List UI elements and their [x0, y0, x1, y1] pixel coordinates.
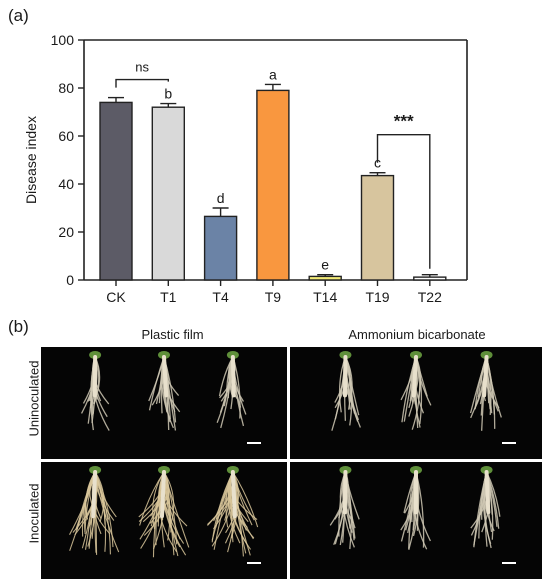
y-tick-label: 100: [51, 32, 75, 48]
taproot: [484, 470, 491, 515]
bar-t9: [256, 89, 290, 281]
panel-b-label: (b): [8, 317, 29, 336]
x-tick-label: T4: [212, 289, 229, 305]
taproot: [159, 470, 166, 519]
significance-bracket: [115, 78, 169, 88]
significance-letter: a: [269, 66, 277, 82]
taproot: [91, 470, 98, 519]
stem-leaf: [89, 351, 102, 359]
taproot: [162, 355, 169, 398]
row-title-inoculated: Inoculated: [26, 483, 42, 544]
x-tick-label: T19: [365, 289, 389, 305]
bar-chart: 0 20 40 60 80 100 Disease index CK T1 b T4 d T9 a T14 e…: [23, 32, 468, 305]
taproot: [482, 355, 489, 398]
y-axis-label: Disease index: [23, 116, 39, 204]
taproot: [230, 470, 237, 519]
root-strand: [94, 471, 105, 523]
column-title-plastic-film: Plastic film: [141, 327, 204, 342]
root-photo-grid: [41, 347, 542, 579]
stem-leaf: [339, 351, 352, 359]
significance-annotation: ***: [394, 112, 414, 131]
y-tick-label: 0: [66, 272, 74, 288]
significance-letter: b: [164, 86, 172, 102]
bar-t14: [308, 275, 342, 281]
bar-ck: [99, 101, 133, 281]
root-strand: [89, 471, 111, 535]
x-tick-label: T22: [418, 289, 442, 305]
x-tick-label: T14: [313, 289, 337, 305]
y-tick-label: 20: [58, 224, 74, 240]
x-tick-label: CK: [106, 289, 126, 305]
panel-a-label: (a): [8, 6, 29, 25]
taproot: [411, 355, 418, 398]
root-strand: [143, 471, 170, 536]
x-tick-label: T9: [265, 289, 282, 305]
stem-leaf: [226, 351, 239, 359]
x-tick-label: T1: [160, 289, 177, 305]
significance-bracket: [376, 134, 431, 269]
significance-letter: e: [321, 257, 329, 273]
significance-annotation: ns: [135, 60, 149, 75]
y-tick-label: 60: [58, 128, 74, 144]
column-title-ammonium-bicarbonate: Ammonium bicarbonate: [348, 327, 486, 342]
y-tick-label: 40: [58, 176, 74, 192]
bar-t1: [151, 106, 186, 281]
y-tick-label: 80: [58, 80, 74, 96]
bar-t19: [360, 174, 395, 281]
bar-t4: [203, 215, 238, 281]
row-title-uninoculated: Uninoculated: [26, 360, 42, 437]
significance-letter: d: [217, 190, 225, 206]
bar-t22: [413, 276, 447, 281]
root-strand: [163, 471, 178, 545]
taproot: [230, 355, 236, 398]
root-strand: [94, 471, 107, 552]
taproot: [342, 470, 348, 515]
